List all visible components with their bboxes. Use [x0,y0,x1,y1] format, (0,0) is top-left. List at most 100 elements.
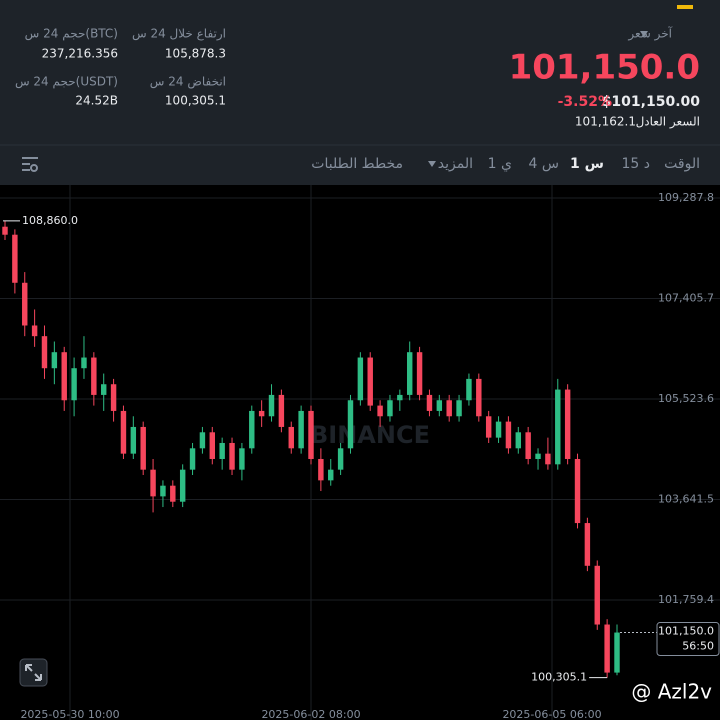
candle-body [31,325,38,337]
candle-body [525,432,531,459]
candle-body [81,357,87,369]
dropdown-arrow [428,161,436,167]
last-price: 101,150.0 [509,48,700,88]
vol-usdt-value: 24.52B [75,94,118,108]
settings-icon[interactable] [22,157,38,172]
tab[interactable]: 1 ي [488,156,512,172]
fair-price: 101,162.1 [575,115,636,129]
last-price-label: 101,150.0 [658,625,714,638]
candle-body [150,469,156,497]
candle-body [574,458,581,524]
tab[interactable]: الوقت [664,156,700,172]
expand-icon [25,664,42,681]
candle-body [229,442,235,470]
max-marker-label: 108,860.0 [22,214,78,227]
candle-body [140,426,146,470]
candle-body [397,394,403,401]
candle-body [456,400,462,417]
tab[interactable]: 4 س [529,156,559,172]
candle-body [416,352,423,395]
vol-usdt-label: حجم 24 س(USDT) [15,75,118,90]
candle-body [110,384,117,411]
candle-body [476,378,482,417]
candle-body [555,389,561,465]
candle-body [249,410,255,449]
y-tick-label: 103,641.5 [658,492,714,505]
candle-body [179,469,186,502]
tab-indicator [677,5,693,9]
candle-body [61,352,67,401]
header-bg [0,0,720,185]
min-marker-label: 100,305.1 [531,671,587,684]
dropdown-arrow [640,31,648,37]
candle-body [584,523,591,566]
low-value: 100,305.1 [165,94,226,108]
candle-body [268,394,275,417]
candle-body [535,453,541,459]
candle-body [189,448,196,470]
x-tick-label: 2025-06-02 08:00 [261,708,360,720]
candle-body [387,400,393,417]
candle-body [446,400,452,417]
watermark: BINANCE [310,421,430,449]
candle-body [71,368,77,401]
candle-body [130,426,137,454]
usd-price: $101,150.00 [602,94,701,110]
expand-button[interactable] [19,658,48,687]
fair-price-label: السعر العادل [636,115,700,130]
candle-body [41,336,48,369]
candle-body [347,400,354,449]
candle-body [120,410,127,454]
candle-body [485,416,492,438]
y-tick-label: 109,287.8 [658,191,714,204]
y-tick-label: 107,405.7 [658,291,714,304]
tab-active[interactable]: 1 س [570,156,604,172]
candle-body [219,442,225,459]
candle-body [278,394,285,427]
countdown: 56:50 [682,640,714,653]
candle-body [308,410,314,459]
tab[interactable]: 15 د [622,156,651,172]
vol-btc-label: حجم 24 س(BTC) [25,27,118,42]
candle-body [199,432,206,449]
candle-body [298,410,304,449]
high-value: 105,878.3 [165,47,226,61]
candle-body [209,432,216,459]
candle-body [495,421,502,438]
candle-body [515,432,522,449]
candle-body [545,453,551,465]
last-price-label[interactable]: آخر سعر [627,26,672,42]
candle-body [337,448,344,470]
candle-body [2,226,8,235]
candle-body [239,448,245,470]
x-tick-label: 2025-05-30 10:00 [20,708,119,720]
candle-body [100,384,107,395]
candle-body [288,426,294,449]
tab[interactable]: المزيد [438,156,473,172]
candle-body [466,378,472,401]
candle-body [564,389,571,459]
x-tick-label: 2025-06-05 06:00 [502,708,601,720]
vol-btc-value: 237,216.356 [42,47,118,61]
candle-body [604,624,610,673]
change-pct: -3.52% [558,94,612,110]
candle-body [91,357,97,395]
high-label: ارتفاع خلال 24 س [132,27,226,42]
candle-body [328,469,334,481]
credit: @ Azl2v [631,680,712,704]
last-price-box [656,622,720,657]
y-tick-label: 105,523.6 [658,392,714,405]
candle-body [12,234,18,283]
candle-body [170,485,176,502]
y-tick-label: 101,759.4 [658,593,714,606]
low-label: انخفاض 24 س [150,75,226,90]
candle-body [357,357,364,401]
candle-body [406,352,413,395]
candle-body [258,410,265,417]
candle-body [426,394,433,411]
tab[interactable]: مخطط الطلبات [311,156,403,172]
candle-body [160,485,166,497]
candle-body [436,400,443,411]
candle-body [22,282,28,326]
